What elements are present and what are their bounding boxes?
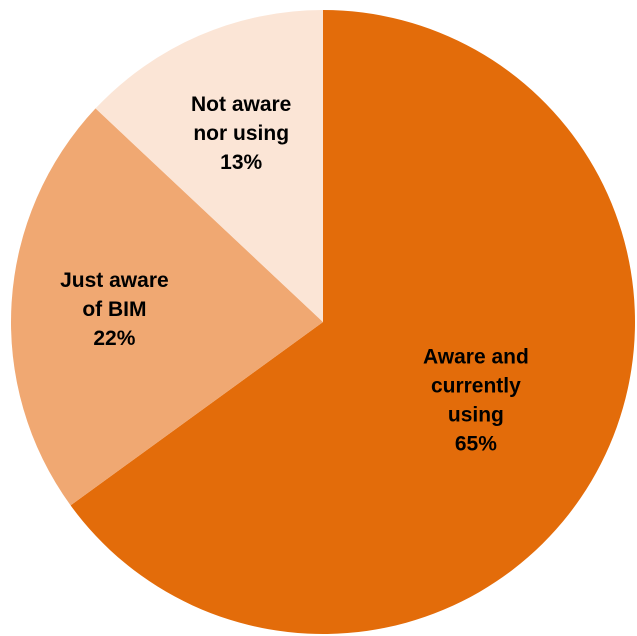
pie-slice-label-line: nor using bbox=[193, 122, 289, 145]
pie-slices bbox=[11, 10, 636, 634]
pie-slice-label-2: Not aware nor using 13% bbox=[191, 93, 291, 174]
pie-slice-value-label: 13% bbox=[220, 151, 262, 174]
pie-slice-0 bbox=[70, 10, 636, 634]
pie-labels: Aware and currently using 65% Just aware of B… bbox=[60, 93, 529, 455]
pie-slice-label-line: Aware and bbox=[423, 345, 529, 368]
pie-slice-label-line: using bbox=[448, 403, 504, 426]
pie-slice-label-line: Not aware bbox=[191, 93, 291, 116]
pie-slice-value-label: 22% bbox=[93, 327, 135, 350]
pie-slice-2 bbox=[95, 10, 323, 322]
pie-slice-label-0: Aware and currently using 65% bbox=[423, 345, 529, 455]
pie-slice-label-line: currently bbox=[431, 374, 521, 397]
pie-slice-1 bbox=[11, 108, 323, 506]
pie-slice-label-line: Just aware bbox=[60, 269, 169, 292]
pie-slice-label-line: of BIM bbox=[82, 298, 146, 321]
pie-slice-value-label: 65% bbox=[455, 432, 497, 455]
pie-slice-label-1: Just aware of BIM 22% bbox=[60, 269, 169, 350]
